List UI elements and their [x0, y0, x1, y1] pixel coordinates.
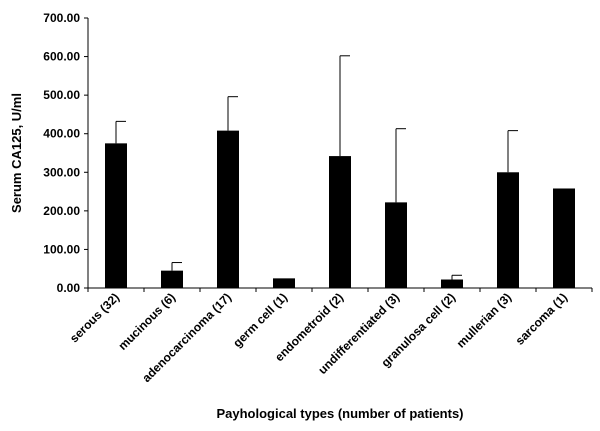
y-tick-label: 600.00: [43, 50, 80, 64]
y-tick-label: 100.00: [43, 242, 80, 256]
y-tick-label: 400.00: [43, 127, 80, 141]
x-tick-label: serous (32): [67, 290, 122, 345]
y-axis-ticks: 0.00 100.00 200.00 300.00 400.00 500.00 600.00…: [43, 11, 88, 295]
y-tick-label: 200.00: [43, 204, 80, 218]
y-tick-label: 700.00: [43, 11, 80, 25]
x-axis-title: Payhological types (number of patients): [216, 406, 463, 421]
bar: [553, 188, 575, 288]
x-axis-tick-labels: serous (32)mucinous (6)adenocarcinoma (1…: [67, 290, 570, 385]
y-tick-label: 300.00: [43, 165, 80, 179]
x-tick-label: germ cell (1): [230, 290, 290, 350]
bar: [441, 279, 463, 288]
x-tick-label: mullerian (3): [454, 290, 514, 350]
bar: [497, 172, 519, 288]
x-tick-label: sarcoma (1): [513, 290, 571, 348]
bar: [329, 156, 351, 288]
y-tick-label: 500.00: [43, 88, 80, 102]
y-tick-label: 0.00: [57, 281, 81, 295]
bar: [105, 143, 127, 288]
y-axis-title: Serum CA125, U/ml: [9, 93, 24, 213]
bar: [385, 202, 407, 288]
bar: [217, 130, 239, 288]
error-bars: [115, 55, 518, 280]
bar: [161, 270, 183, 288]
bar: [273, 278, 295, 288]
x-tick-label: mucinous (6): [115, 290, 178, 353]
bars: [105, 130, 575, 288]
